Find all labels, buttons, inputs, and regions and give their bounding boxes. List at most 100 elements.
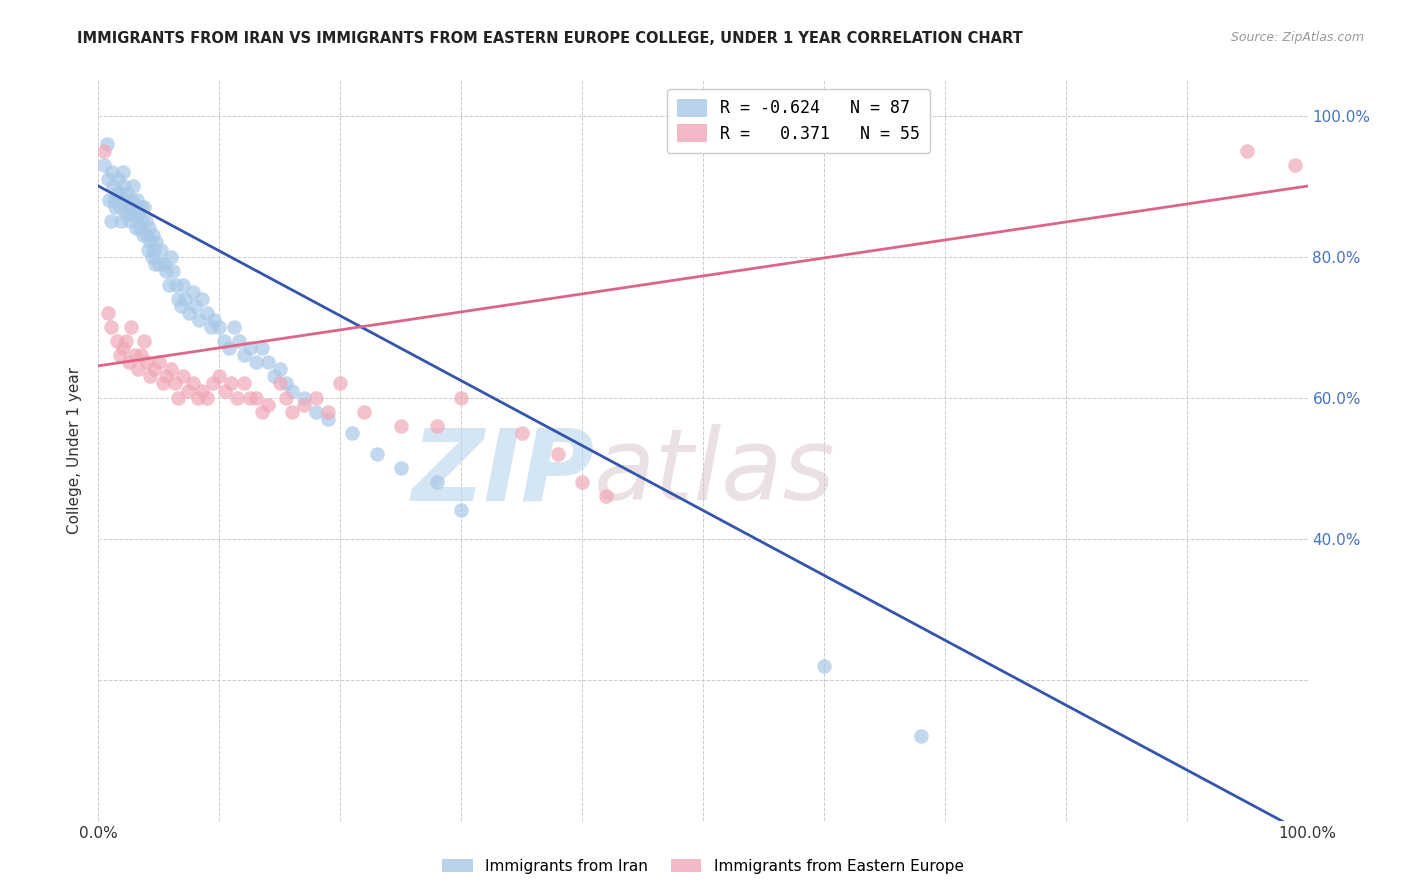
Point [292, 398, 315, 412]
Point [239, 341, 262, 355]
Point [127, 362, 149, 376]
Legend: R = -0.624   N = 87, R =   0.371   N = 55: R = -0.624 N = 87, R = 0.371 N = 55 [666, 88, 931, 153]
Point [100, 214, 122, 228]
Point [172, 277, 194, 292]
Point [426, 418, 449, 433]
Point [281, 405, 304, 419]
Point [117, 186, 139, 200]
Point [105, 334, 128, 348]
Point [226, 391, 249, 405]
Point [143, 243, 166, 257]
Point [108, 200, 131, 214]
Y-axis label: College, Under 1 year: College, Under 1 year [67, 367, 83, 534]
Point [292, 391, 315, 405]
Point [245, 391, 267, 405]
Point [191, 292, 214, 306]
Point [389, 461, 412, 475]
Point [174, 292, 197, 306]
Text: Source: ZipAtlas.com: Source: ZipAtlas.com [1230, 31, 1364, 45]
Point [155, 369, 177, 384]
Point [118, 214, 141, 228]
Point [142, 228, 165, 243]
Point [200, 320, 222, 334]
Point [103, 193, 125, 207]
Legend: Immigrants from Iran, Immigrants from Eastern Europe: Immigrants from Iran, Immigrants from Ea… [436, 853, 970, 880]
Point [1236, 144, 1258, 158]
Point [143, 362, 166, 376]
Point [124, 207, 146, 221]
Text: IMMIGRANTS FROM IRAN VS IMMIGRANTS FROM EASTERN EUROPE COLLEGE, UNDER 1 YEAR COR: IMMIGRANTS FROM IRAN VS IMMIGRANTS FROM … [77, 31, 1024, 46]
Point [274, 376, 297, 391]
Point [105, 186, 128, 200]
Point [426, 475, 449, 490]
Point [152, 257, 174, 271]
Point [141, 250, 163, 264]
Point [98, 193, 121, 207]
Point [208, 320, 231, 334]
Point [100, 165, 122, 179]
Point [93, 144, 115, 158]
Point [450, 503, 472, 517]
Point [169, 299, 191, 313]
Point [121, 193, 143, 207]
Point [389, 418, 412, 433]
Point [214, 384, 236, 398]
Point [204, 313, 226, 327]
Point [595, 489, 617, 503]
Point [187, 313, 209, 327]
Point [128, 221, 150, 235]
Point [132, 228, 155, 243]
Point [316, 411, 339, 425]
Point [177, 384, 200, 398]
Point [108, 348, 131, 362]
Point [114, 193, 136, 207]
Point [263, 369, 285, 384]
Point [122, 179, 145, 194]
Point [187, 391, 209, 405]
Point [112, 179, 135, 194]
Point [366, 447, 388, 461]
Point [104, 200, 127, 214]
Point [202, 376, 225, 391]
Point [135, 214, 157, 228]
Point [125, 221, 148, 235]
Point [135, 228, 157, 243]
Point [179, 306, 201, 320]
Point [120, 320, 142, 334]
Point [245, 355, 267, 369]
Point [167, 391, 190, 405]
Point [212, 334, 235, 348]
Point [329, 376, 352, 391]
Point [218, 341, 240, 355]
Point [148, 257, 170, 271]
Point [97, 172, 120, 186]
Point [96, 136, 118, 151]
Point [110, 214, 132, 228]
Point [232, 348, 254, 362]
Point [195, 306, 218, 320]
Point [228, 334, 250, 348]
Point [135, 355, 157, 369]
Point [115, 334, 138, 348]
Point [138, 221, 160, 235]
Point [163, 376, 186, 391]
Point [910, 729, 932, 743]
Point [195, 391, 218, 405]
Point [510, 425, 533, 440]
Point [256, 355, 278, 369]
Point [107, 172, 129, 186]
Point [571, 475, 593, 490]
Point [145, 235, 167, 250]
Point [127, 207, 149, 221]
Point [274, 391, 297, 405]
Text: atlas: atlas [595, 425, 835, 521]
Point [547, 447, 569, 461]
Point [191, 384, 214, 398]
Point [160, 362, 183, 376]
Point [100, 320, 122, 334]
Point [120, 207, 142, 221]
Point [181, 376, 204, 391]
Point [115, 207, 138, 221]
Point [250, 341, 273, 355]
Point [134, 200, 156, 214]
